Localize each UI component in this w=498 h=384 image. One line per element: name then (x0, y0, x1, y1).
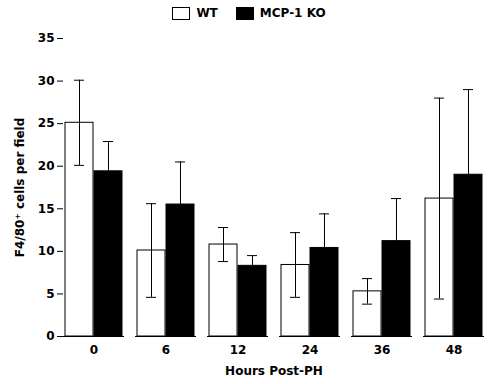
svg-text:15: 15 (38, 202, 55, 216)
svg-text:6: 6 (162, 343, 170, 357)
svg-text:10: 10 (38, 244, 55, 258)
svg-text:36: 36 (374, 343, 391, 357)
svg-text:20: 20 (38, 159, 55, 173)
svg-text:0: 0 (90, 343, 98, 357)
svg-text:5: 5 (46, 287, 54, 301)
svg-text:24: 24 (302, 343, 319, 357)
html-text:WT: WT (196, 6, 218, 20)
svg-text:F4/80⁺ cells per field: F4/80⁺ cells per field (13, 118, 27, 258)
svg-text:48: 48 (446, 343, 463, 357)
svg-text:0: 0 (46, 329, 54, 343)
svg-text:30: 30 (38, 74, 55, 88)
svg-text:25: 25 (38, 116, 55, 130)
svg-text:35: 35 (38, 31, 55, 45)
svg-text:12: 12 (230, 343, 247, 357)
svg-text:Hours Post-PH: Hours Post-PH (225, 364, 323, 378)
html-text:MCP-1 KO: MCP-1 KO (259, 6, 326, 20)
